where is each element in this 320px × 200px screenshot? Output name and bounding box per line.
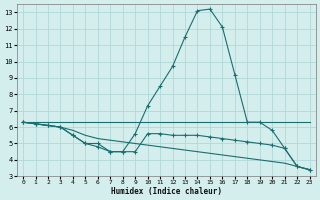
X-axis label: Humidex (Indice chaleur): Humidex (Indice chaleur) [111, 187, 222, 196]
